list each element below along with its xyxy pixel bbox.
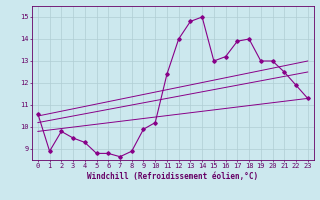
X-axis label: Windchill (Refroidissement éolien,°C): Windchill (Refroidissement éolien,°C) <box>87 172 258 181</box>
